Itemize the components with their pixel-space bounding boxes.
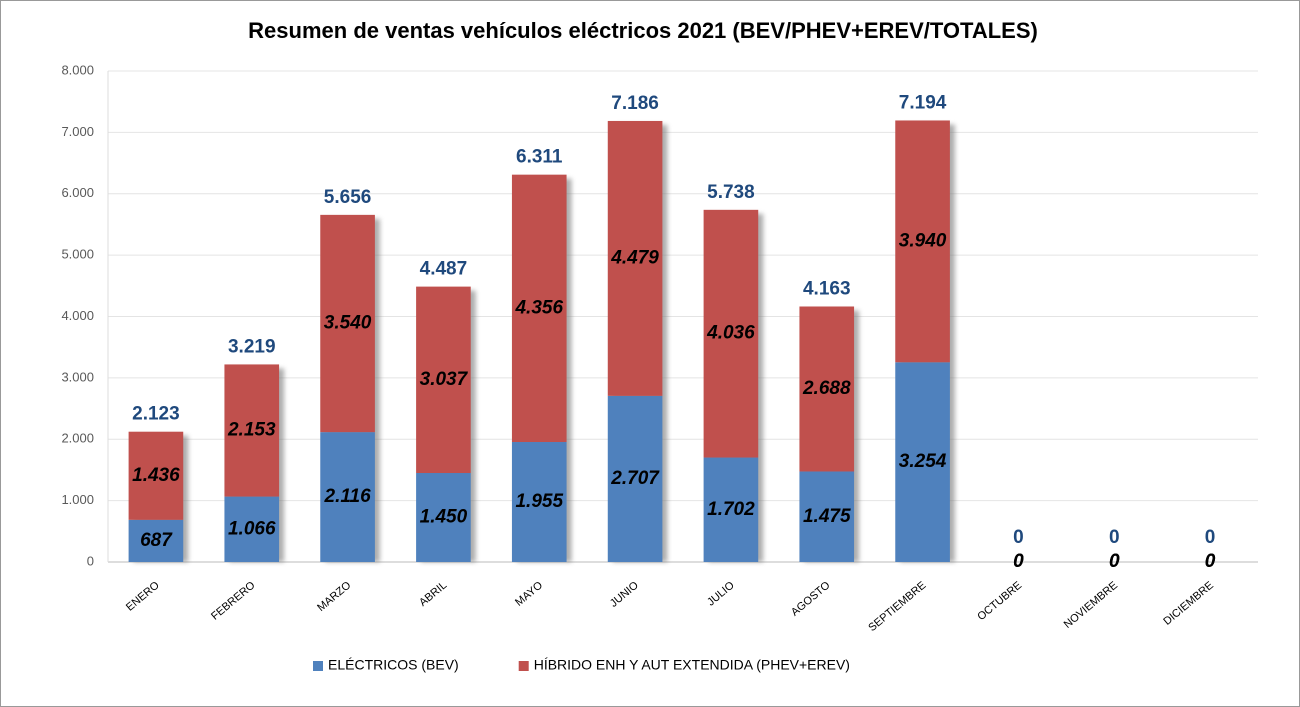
bar-segment [895,120,950,363]
value-label: 0 [1109,551,1120,572]
y-tick-label: 4.000 [61,308,94,323]
value-label: 3.254 [899,451,947,472]
total-label: 0 [1013,527,1024,548]
legend-swatch [313,661,323,671]
y-tick-label: 3.000 [61,369,94,384]
value-label: 4.479 [610,247,659,268]
y-tick-label: 5.000 [61,247,94,262]
legend-swatch [518,661,529,671]
value-label: 687 [140,530,173,551]
bar-segment [416,286,471,474]
value-label: 2.688 [802,378,851,399]
y-tick-label: 0 [87,553,94,568]
value-label: 0 [1205,551,1216,572]
value-label: 0 [1205,551,1216,572]
y-tick-label: 6.000 [61,185,94,200]
value-label: 1.450 [420,507,468,528]
total-label: 0 [1109,527,1120,548]
y-tick-label: 2.000 [61,431,94,446]
total-label: 4.163 [803,279,851,300]
bar-segment [703,457,759,562]
value-label: 3.540 [324,313,372,334]
value-label: 1.066 [228,518,276,539]
value-label: 2.153 [227,420,276,441]
bar-segment [224,364,280,497]
bar-segment [895,362,950,562]
legend-label: HÍBRIDO ENH Y AUT EXTENDIDA (PHEV+EREV) [534,657,850,673]
bar-segment [320,214,375,433]
value-label: 3.037 [420,369,469,390]
value-label: 1.436 [132,465,180,486]
legend-label: ELÉCTRICOS (BEV) [328,657,459,673]
bar-segment [607,120,663,396]
bar-segment [416,473,471,562]
bar-segment [607,395,663,562]
value-label: 1.955 [515,491,563,512]
bar-segment [799,306,855,472]
bar-segment [128,431,184,520]
bar-segment [320,432,375,562]
total-label: 6.311 [516,147,563,168]
value-label: 2.707 [610,468,660,489]
y-tick-label: 8.000 [61,62,94,77]
bar-segment [224,496,280,562]
total-label: 7.186 [611,93,659,114]
y-tick-label: 7.000 [61,124,94,139]
bar-segment [703,209,759,458]
total-label: 7.194 [899,92,947,113]
total-label: 3.219 [228,336,276,357]
chart-title: Resumen de ventas vehículos eléctricos 2… [248,18,1038,43]
value-label: 2.116 [324,486,372,507]
bar-segment [511,174,567,443]
value-label: 0 [1013,551,1024,572]
value-label: 1.702 [707,499,755,520]
total-label: 4.487 [420,259,468,280]
value-label: 0 [1109,551,1120,572]
total-label: 2.123 [132,404,180,425]
total-label: 5.738 [707,182,755,203]
value-label: 1.475 [803,506,851,527]
bar-segment [128,519,184,562]
value-label: 3.940 [899,230,947,251]
total-label: 5.656 [324,187,372,208]
bar-segment [799,471,855,562]
value-label: 4.356 [514,297,563,318]
bar-segment [511,442,567,562]
value-label: 4.036 [706,323,755,344]
y-tick-label: 1.000 [61,492,94,507]
total-label: 0 [1205,527,1216,548]
value-label: 0 [1013,551,1024,572]
